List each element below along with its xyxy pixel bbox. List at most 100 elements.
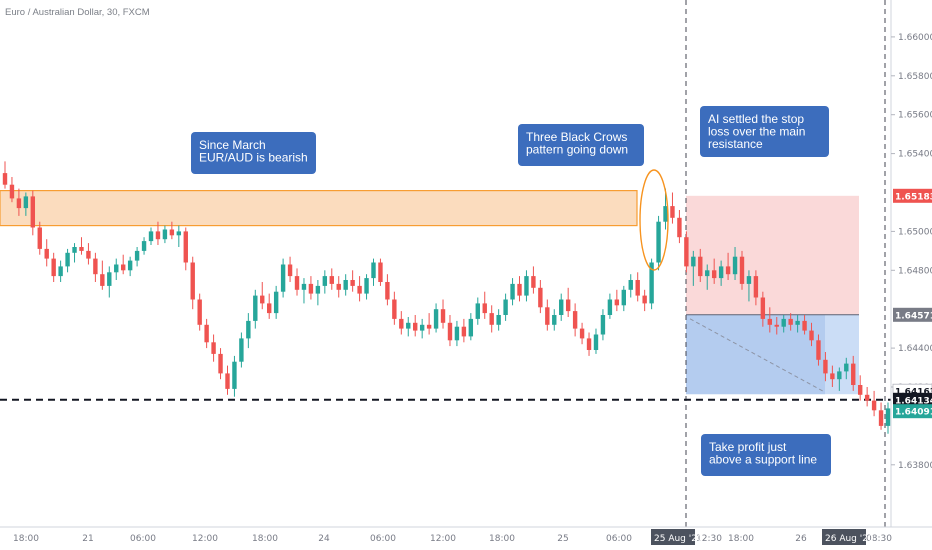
candle-body (864, 394, 870, 401)
annotation-text: Three Black Crows (526, 130, 627, 144)
candle-body (399, 318, 404, 329)
candle-body (565, 299, 571, 312)
candle-body (496, 315, 501, 325)
candle-body (413, 322, 418, 331)
resistance-zone (0, 190, 638, 227)
date-badge (822, 529, 866, 545)
candle-body (614, 299, 620, 306)
price-tick-label: 1.64800 (898, 266, 932, 276)
candle-body (440, 309, 446, 323)
candle-body (600, 315, 606, 335)
date-badge (651, 529, 695, 545)
candle-body (433, 309, 439, 329)
candle-body (93, 258, 98, 275)
time-tick-label: 12:30 (696, 534, 722, 544)
annotation-text: AI settled the stop (708, 112, 804, 126)
candle-body (830, 373, 835, 380)
candle-body (684, 237, 689, 267)
candle-body (656, 221, 661, 263)
annotation-text: loss over the main (708, 125, 805, 139)
candle-body (482, 303, 487, 314)
candle-body (364, 278, 369, 294)
candle-body (114, 264, 119, 273)
candle-body (788, 318, 793, 325)
candle-body (837, 371, 842, 380)
price-level-label: 1.64134 (895, 396, 932, 406)
candle-body (642, 295, 647, 304)
candle-body (218, 353, 223, 374)
candle-body (795, 320, 800, 325)
candle-body (510, 283, 515, 300)
time-tick-label: 08:30 (866, 534, 892, 544)
candle-body (100, 274, 105, 286)
annotation-text: Since March (199, 138, 266, 152)
annotation-box (700, 106, 829, 157)
candle-body (385, 282, 390, 300)
candle-body (871, 400, 877, 411)
candle-body (343, 280, 348, 290)
time-tick-label: 12:00 (192, 534, 218, 544)
candle-body (524, 276, 529, 296)
candle-body (663, 206, 668, 222)
price-level-label: 1.64091 (895, 408, 932, 418)
candle-body (169, 229, 175, 236)
candle-body (204, 324, 209, 343)
candle-body (711, 270, 717, 279)
candle-body (162, 229, 168, 240)
candle-body (844, 363, 849, 372)
price-level-badge (893, 392, 932, 407)
price-level-label: 1.65183 (895, 192, 932, 202)
candle-body (725, 266, 731, 275)
candle-body (503, 299, 508, 315)
candle-body (851, 363, 856, 385)
price-tick-label: 1.65600 (898, 111, 932, 121)
price-tick-label: 1.65400 (898, 150, 932, 160)
time-tick-label: 18:00 (728, 534, 754, 544)
candle-body (677, 217, 682, 238)
date-badge-label: 25 Aug '20 (654, 534, 703, 544)
stop-loss-zone (686, 195, 859, 315)
candle-body (273, 291, 279, 314)
annotation-text: pattern going down (526, 143, 628, 157)
candle-body (280, 264, 286, 292)
price-tick-label: 1.66000 (898, 33, 932, 43)
take-profit-elapsed-zone (686, 314, 825, 395)
candle-body (357, 285, 362, 294)
price-tick-label: 1.65000 (898, 227, 932, 237)
candle-body (691, 256, 696, 267)
candle-body (774, 324, 779, 327)
price-level-label: 1.64571 (895, 311, 932, 321)
candle-body (72, 247, 77, 253)
candle-body (781, 318, 786, 327)
annotation-text: above a support line (709, 453, 817, 467)
candle-body (767, 318, 773, 325)
candle-body (246, 320, 251, 339)
annotation-box (701, 434, 831, 476)
price-tick-label: 1.63800 (898, 461, 932, 471)
candle-body (802, 320, 807, 331)
candle-body (739, 256, 745, 284)
candle-body (329, 276, 334, 284)
candle-body (141, 241, 147, 251)
candle-body (489, 313, 494, 325)
background-layer (0, 0, 891, 527)
price-level-label: 1.64163 (895, 388, 932, 398)
annotation-box (518, 124, 644, 166)
candle-body (607, 299, 613, 315)
candle-body (378, 262, 383, 282)
candle-body (232, 361, 237, 389)
candle-body (572, 311, 578, 329)
candle-body (559, 299, 564, 315)
candle-body (211, 342, 216, 354)
price-level-badge (893, 404, 932, 419)
candle-body (552, 315, 557, 325)
candle-body (197, 299, 202, 325)
candle-body (308, 283, 314, 294)
candle-body (44, 248, 49, 259)
